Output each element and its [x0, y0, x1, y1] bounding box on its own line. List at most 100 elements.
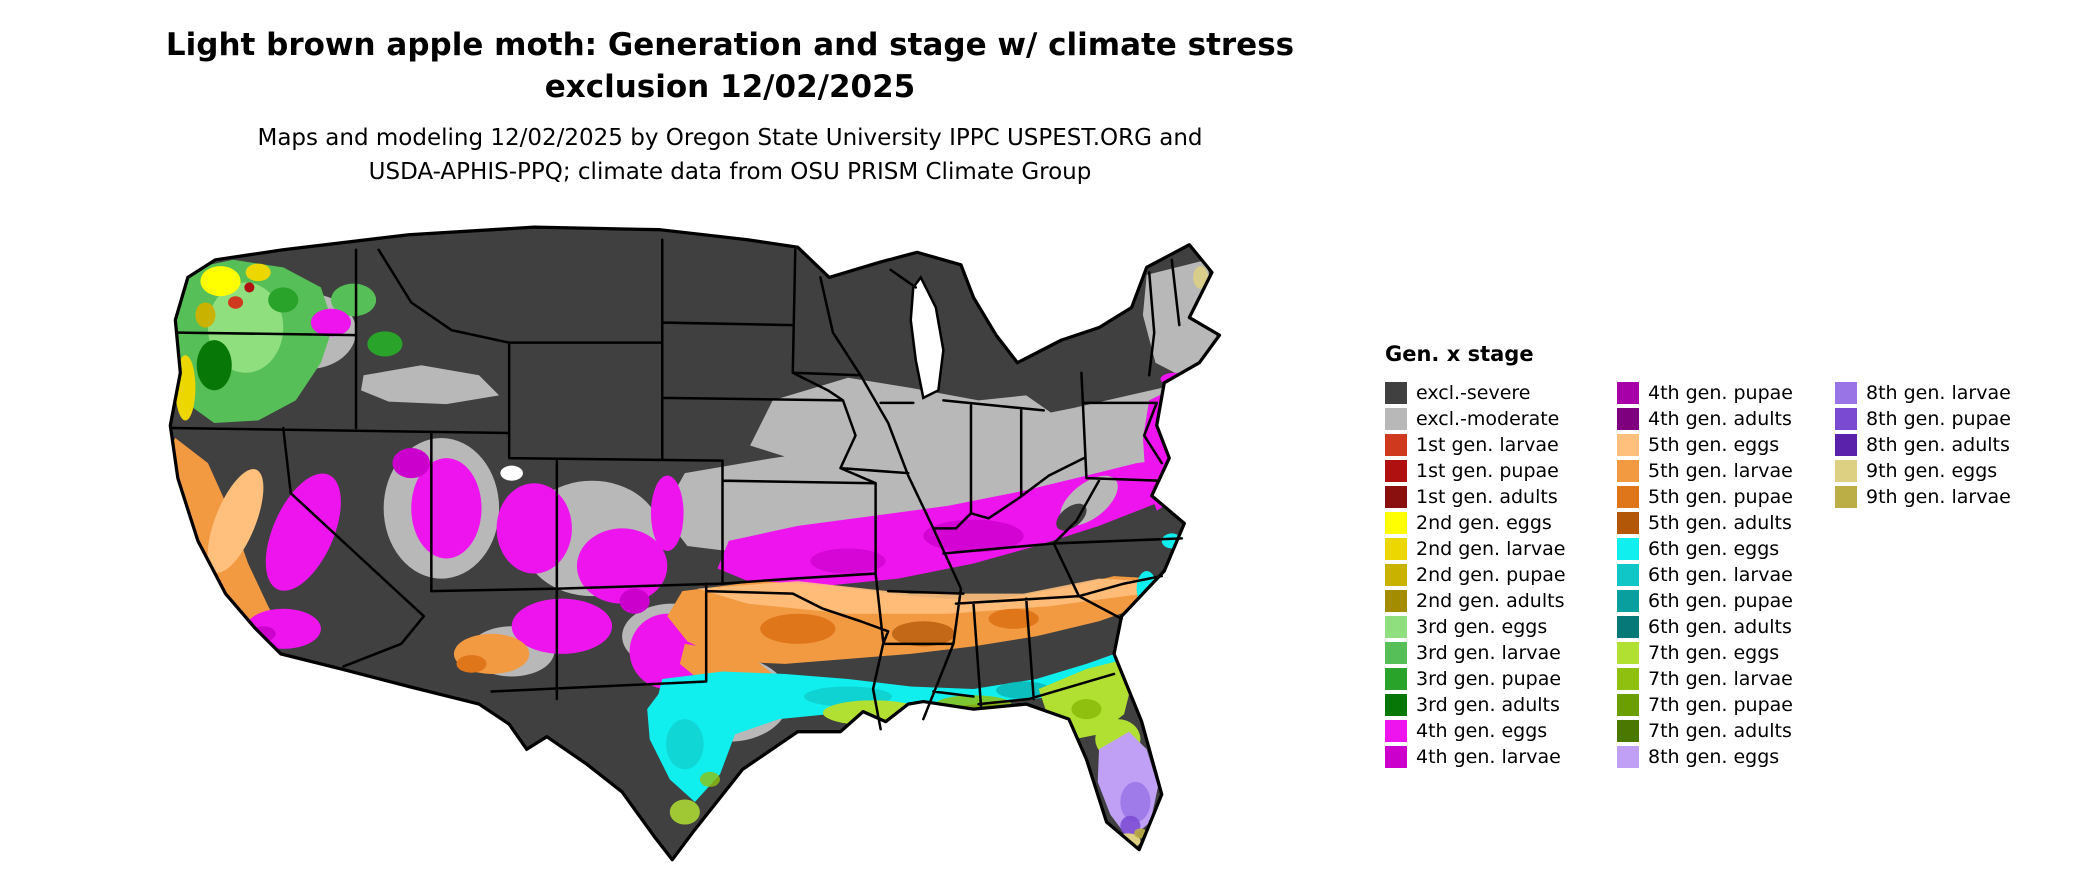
legend-swatch — [1617, 668, 1639, 690]
legend-label: 4th gen. eggs — [1416, 720, 1548, 742]
legend-label: 2nd gen. pupae — [1416, 564, 1566, 586]
legend-label: 6th gen. eggs — [1648, 538, 1780, 560]
legend-label: 1st gen. adults — [1416, 486, 1558, 508]
legend-swatch — [1385, 538, 1407, 560]
legend-swatch — [1385, 408, 1407, 430]
legend-label: 8th gen. pupae — [1866, 408, 2011, 430]
legend-column-3: 8th gen. larvae 8th gen. pupae 8th gen. ad… — [1835, 380, 2065, 510]
legend-swatch — [1617, 538, 1639, 560]
legend-entry-g5_larvae: 5th gen. larvae — [1617, 458, 1835, 484]
legend-label: 9th gen. eggs — [1866, 460, 1998, 482]
legend-entry-g8_pupae: 8th gen. pupae — [1835, 406, 2065, 432]
legend-label: 5th gen. adults — [1648, 512, 1792, 534]
legend-swatch — [1617, 512, 1639, 534]
legend-entry-g7_adults: 7th gen. adults — [1617, 718, 1835, 744]
legend-entry-g2_eggs: 2nd gen. eggs — [1385, 510, 1617, 536]
legend-swatch — [1617, 434, 1639, 456]
legend-entry-excl_moderate: excl.-moderate — [1385, 406, 1617, 432]
legend-entry-g8_larvae: 8th gen. larvae — [1835, 380, 2065, 406]
legend-label: 5th gen. eggs — [1648, 434, 1780, 456]
legend-entry-g5_pupae: 5th gen. pupae — [1617, 484, 1835, 510]
map-header: Light brown apple moth: Generation and s… — [0, 24, 1460, 189]
legend-entry-g4_larvae: 4th gen. larvae — [1385, 744, 1617, 770]
legend-swatch — [1385, 746, 1407, 768]
legend-swatch — [1617, 590, 1639, 612]
legend-label: 5th gen. larvae — [1648, 460, 1793, 482]
legend-entry-g3_pupae: 3rd gen. pupae — [1385, 666, 1617, 692]
legend-entry-g9_eggs: 9th gen. eggs — [1835, 458, 2065, 484]
map-area — [95, 212, 1350, 892]
map-subtitle: Maps and modeling 12/02/2025 by Oregon S… — [0, 121, 1460, 189]
legend-label: 2nd gen. larvae — [1416, 538, 1566, 560]
legend-label: excl.-moderate — [1416, 408, 1560, 430]
legend-label: 7th gen. adults — [1648, 720, 1792, 742]
legend-entry-g3_eggs: 3rd gen. eggs — [1385, 614, 1617, 640]
legend-swatch — [1617, 746, 1639, 768]
legend-swatch — [1617, 694, 1639, 716]
legend-swatch — [1385, 564, 1407, 586]
legend-entry-g8_adults: 8th gen. adults — [1835, 432, 2065, 458]
legend-swatch — [1385, 512, 1407, 534]
legend-swatch — [1617, 382, 1639, 404]
map-subtitle-line1: Maps and modeling 12/02/2025 by Oregon S… — [257, 125, 1203, 151]
legend-entry-g1_larvae: 1st gen. larvae — [1385, 432, 1617, 458]
legend-column-2: 4th gen. pupae 4th gen. adults 5th gen. eg… — [1617, 380, 1835, 770]
legend-swatch — [1385, 486, 1407, 508]
legend-label: 1st gen. larvae — [1416, 434, 1559, 456]
legend-swatch — [1385, 434, 1407, 456]
legend-label: 1st gen. pupae — [1416, 460, 1559, 482]
region-pnw — [174, 259, 403, 423]
us-map — [168, 225, 1222, 862]
legend-label: excl.-severe — [1416, 382, 1531, 404]
legend-column-1: excl.-severe excl.-moderate 1st gen. larva… — [1385, 380, 1617, 770]
legend-entry-g1_adults: 1st gen. adults — [1385, 484, 1617, 510]
legend-entry-g8_eggs: 8th gen. eggs — [1617, 744, 1835, 770]
legend-swatch — [1617, 642, 1639, 664]
legend-swatch — [1385, 382, 1407, 404]
legend-label: 7th gen. larvae — [1648, 668, 1793, 690]
map-subtitle-line2: USDA-APHIS-PPQ; climate data from OSU PR… — [368, 159, 1092, 185]
legend-swatch — [1835, 382, 1857, 404]
state-borders — [169, 238, 1184, 731]
page-title-line1: Light brown apple moth: Generation and s… — [165, 27, 1295, 63]
legend-label: 6th gen. pupae — [1648, 590, 1793, 612]
legend-label: 2nd gen. eggs — [1416, 512, 1552, 534]
legend-label: 9th gen. larvae — [1866, 486, 2011, 508]
legend-entry-g4_pupae: 4th gen. pupae — [1617, 380, 1835, 406]
legend-swatch — [1385, 616, 1407, 638]
legend-entry-g7_pupae: 7th gen. pupae — [1617, 692, 1835, 718]
legend-swatch — [1385, 460, 1407, 482]
legend-swatch — [1617, 408, 1639, 430]
legend-columns: excl.-severe excl.-moderate 1st gen. larva… — [1385, 380, 2065, 770]
legend-swatch — [1385, 642, 1407, 664]
legend-entry-g2_adults: 2nd gen. adults — [1385, 588, 1617, 614]
legend-label: 4th gen. pupae — [1648, 382, 1793, 404]
legend-swatch — [1385, 720, 1407, 742]
page-title-line2: exclusion 12/02/2025 — [544, 69, 916, 105]
great-salt-lake — [500, 465, 523, 481]
legend-label: 7th gen. pupae — [1648, 694, 1793, 716]
legend-label: 8th gen. adults — [1866, 434, 2010, 456]
legend-swatch — [1835, 408, 1857, 430]
legend-swatch — [1385, 590, 1407, 612]
legend-swatch — [1835, 460, 1857, 482]
legend-label: 3rd gen. pupae — [1416, 668, 1562, 690]
legend-label: 4th gen. larvae — [1416, 746, 1561, 768]
legend-swatch — [1385, 694, 1407, 716]
legend-label: 2nd gen. adults — [1416, 590, 1565, 612]
legend-label: 5th gen. pupae — [1648, 486, 1793, 508]
legend-swatch — [1835, 486, 1857, 508]
legend-entry-g9_larvae: 9th gen. larvae — [1835, 484, 2065, 510]
legend-label: 4th gen. adults — [1648, 408, 1792, 430]
legend-entry-g2_pupae: 2nd gen. pupae — [1385, 562, 1617, 588]
legend-entry-g3_larvae: 3rd gen. larvae — [1385, 640, 1617, 666]
legend-label: 8th gen. larvae — [1866, 382, 2011, 404]
legend-entry-g3_adults: 3rd gen. adults — [1385, 692, 1617, 718]
legend-swatch — [1617, 564, 1639, 586]
legend-entry-g5_eggs: 5th gen. eggs — [1617, 432, 1835, 458]
legend: Gen. x stage excl.-severe excl.-moderate 1… — [1385, 342, 2065, 770]
legend-entry-g6_larvae: 6th gen. larvae — [1617, 562, 1835, 588]
legend-swatch — [1617, 460, 1639, 482]
legend-entry-g4_adults: 4th gen. adults — [1617, 406, 1835, 432]
legend-swatch — [1617, 720, 1639, 742]
